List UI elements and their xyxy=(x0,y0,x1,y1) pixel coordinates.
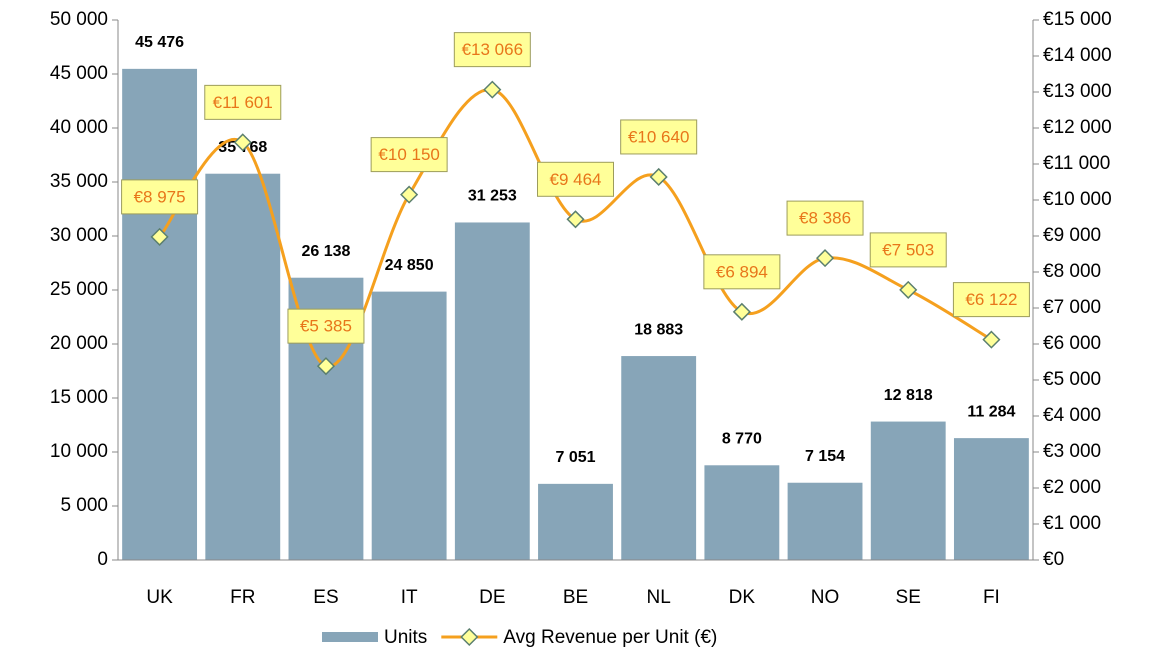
line-marker xyxy=(899,280,918,299)
y2-tick-label: €11 000 xyxy=(1043,153,1110,174)
y2-tick-label: €14 000 xyxy=(1043,45,1112,66)
line-value-label: €6 894 xyxy=(716,262,768,281)
y2-tick-label: €8 000 xyxy=(1043,261,1101,282)
y2-tick-label: €5 000 xyxy=(1043,369,1101,390)
line-marker xyxy=(400,185,419,204)
y2-tick-label: €9 000 xyxy=(1043,225,1101,246)
line-marker xyxy=(316,357,336,376)
x-tick-label: IT xyxy=(401,587,418,608)
line-marker xyxy=(815,249,835,268)
bar xyxy=(454,222,530,561)
legend-label: Units xyxy=(384,627,427,648)
x-tick-label: ES xyxy=(313,587,338,608)
line-value-label: €5 385 xyxy=(300,317,352,336)
bar xyxy=(870,421,946,560)
line-marker xyxy=(566,210,585,229)
x-tick-label: BE xyxy=(563,587,588,608)
y2-tick-label: €15 000 xyxy=(1043,9,1112,30)
legend-swatch xyxy=(322,632,378,642)
line-value-label: €7 503 xyxy=(882,240,934,259)
x-tick-label: DE xyxy=(479,587,505,608)
y2-tick-label: €3 000 xyxy=(1043,441,1101,462)
line-marker xyxy=(150,227,169,246)
y2-tick-label: €12 000 xyxy=(1043,117,1112,138)
x-tick-label: FI xyxy=(983,587,1000,608)
y2-tick-label: €10 000 xyxy=(1043,189,1112,210)
bar-value-label: 12 818 xyxy=(884,387,933,404)
line-value-label: €10 640 xyxy=(628,127,689,146)
x-tick-label: NO xyxy=(811,587,840,608)
x-tick-label: UK xyxy=(146,587,173,608)
bar-value-label: 7 154 xyxy=(805,448,845,465)
legend-label: Avg Revenue per Unit (€) xyxy=(503,627,717,648)
y-tick-label: 20 000 xyxy=(50,333,108,354)
y-tick-label: 50 000 xyxy=(50,9,108,30)
line-value-label: €11 601 xyxy=(213,93,273,112)
line-marker xyxy=(483,80,502,99)
bar-value-label: 31 253 xyxy=(468,188,517,205)
y2-tick-label: €6 000 xyxy=(1043,333,1101,354)
y-tick-label: 10 000 xyxy=(50,441,108,462)
line-marker xyxy=(732,302,751,321)
y2-tick-label: €2 000 xyxy=(1043,477,1101,498)
y2-tick-label: €0 xyxy=(1043,549,1064,570)
value-label-box xyxy=(703,254,781,290)
x-tick-label: DK xyxy=(729,587,756,608)
y-tick-label: 0 xyxy=(97,549,108,570)
y2-tick-label: €1 000 xyxy=(1043,513,1101,534)
y2-tick-label: €13 000 xyxy=(1043,81,1112,102)
bar-value-label: 11 284 xyxy=(967,403,1015,420)
bar xyxy=(122,68,198,561)
line-value-label: €6 122 xyxy=(965,290,1017,309)
bar xyxy=(621,356,697,560)
value-label-box xyxy=(370,137,448,173)
line-value-label: €8 975 xyxy=(134,187,186,206)
value-label-box xyxy=(786,200,864,236)
bar-value-label: 7 051 xyxy=(555,449,595,466)
line-value-label: €8 386 xyxy=(799,209,851,228)
y-tick-label: 35 000 xyxy=(50,171,108,192)
bar-value-label: 26 138 xyxy=(301,243,350,260)
value-label-box xyxy=(287,308,365,344)
bar xyxy=(371,291,447,560)
x-tick-label: FR xyxy=(230,587,255,608)
y2-tick-label: €4 000 xyxy=(1043,405,1101,426)
value-label-box xyxy=(453,32,531,68)
line-value-label: €9 464 xyxy=(550,170,602,189)
y-tick-label: 25 000 xyxy=(50,279,108,300)
bar-value-label: 24 850 xyxy=(385,257,434,274)
bar xyxy=(538,483,613,560)
value-label-box xyxy=(121,179,199,215)
bar-value-label: 8 770 xyxy=(722,431,762,448)
value-label-box xyxy=(952,282,1030,318)
y-tick-label: 45 000 xyxy=(50,63,108,84)
bar xyxy=(205,173,281,560)
value-label-box xyxy=(869,232,947,268)
value-label-box xyxy=(204,84,282,120)
x-tick-label: SE xyxy=(896,587,921,608)
y2-tick-label: €7 000 xyxy=(1043,297,1101,318)
y-tick-label: 5 000 xyxy=(60,495,108,516)
bar xyxy=(953,438,1029,560)
bar-value-label: 45 476 xyxy=(135,34,184,51)
value-label-box xyxy=(620,119,698,155)
line-marker xyxy=(233,133,252,152)
line-marker xyxy=(982,330,1001,349)
value-label-box xyxy=(537,161,614,197)
bar xyxy=(787,482,863,560)
y-tick-label: 40 000 xyxy=(50,117,108,138)
y-tick-label: 15 000 xyxy=(50,387,108,408)
line-marker xyxy=(649,167,668,187)
y-tick-label: 30 000 xyxy=(50,225,108,246)
bar-value-label: 18 883 xyxy=(634,321,683,338)
line-value-label: €10 150 xyxy=(378,145,439,164)
x-tick-label: NL xyxy=(647,587,671,608)
line-value-label: €13 066 xyxy=(462,40,523,59)
legend-marker xyxy=(460,627,479,647)
bar xyxy=(704,465,780,560)
